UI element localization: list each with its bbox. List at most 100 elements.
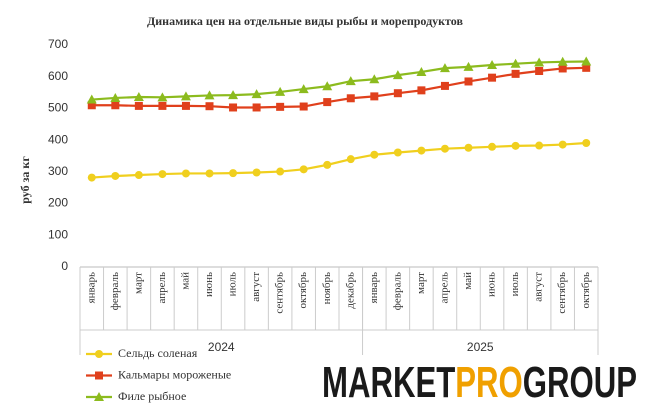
point — [416, 66, 427, 76]
y-tick-label: 700 — [48, 37, 68, 51]
y-tick-label: 100 — [48, 227, 68, 241]
point — [369, 74, 380, 84]
point — [370, 92, 379, 101]
point — [157, 92, 168, 102]
point — [488, 73, 497, 82]
y-tick-label: 600 — [48, 69, 68, 83]
point — [323, 98, 332, 107]
point — [252, 168, 261, 177]
point — [370, 150, 379, 159]
point — [110, 92, 121, 102]
logo-part: PRO — [455, 358, 523, 407]
x-tick-label: январь — [85, 272, 97, 303]
point — [510, 58, 521, 68]
y-tick-label: 500 — [48, 101, 68, 115]
point — [417, 146, 426, 155]
x-tick-label: май — [462, 272, 474, 290]
point — [440, 81, 449, 90]
point — [228, 90, 239, 100]
point — [181, 101, 190, 110]
x-tick-label: октябрь — [297, 272, 309, 309]
point — [582, 63, 591, 72]
point — [323, 160, 332, 169]
point — [111, 101, 120, 110]
point — [298, 84, 309, 94]
point — [534, 57, 545, 67]
legend-marker — [95, 350, 103, 358]
legend-label: Сельдь соленая — [118, 346, 198, 360]
point — [511, 69, 520, 78]
series-line — [91, 66, 587, 109]
point — [252, 103, 261, 112]
point — [464, 143, 473, 152]
x-tick-label: сентябрь — [274, 272, 286, 314]
x-tick-label: июнь — [486, 272, 498, 297]
point — [393, 89, 402, 98]
point — [111, 171, 120, 180]
x-tick-label: июнь — [203, 272, 215, 297]
point — [133, 92, 144, 102]
point — [581, 56, 592, 66]
point — [392, 70, 403, 80]
x-tick-label: июль — [227, 272, 239, 296]
point — [251, 89, 262, 99]
point — [511, 141, 520, 150]
y-tick-label: 0 — [61, 259, 68, 273]
x-tick-label: август — [533, 272, 545, 302]
group-label: 2025 — [467, 340, 494, 354]
point — [439, 63, 450, 73]
y-tick-label: 300 — [48, 164, 68, 178]
x-tick-label: март — [415, 272, 427, 294]
point — [393, 148, 402, 157]
point — [229, 103, 238, 112]
legend-label: Кальмары мороженые — [118, 367, 231, 381]
point — [558, 64, 567, 73]
x-tick-label: апрель — [156, 272, 168, 304]
legend-marker — [95, 371, 103, 380]
point — [204, 90, 215, 100]
point — [134, 171, 143, 180]
point — [346, 155, 355, 164]
logo-part: GROUP — [523, 358, 637, 407]
point — [86, 94, 97, 104]
group-label: 2024 — [208, 340, 235, 354]
point — [158, 101, 167, 110]
series-line — [91, 141, 587, 179]
x-tick-label: декабрь — [344, 272, 356, 309]
point — [322, 81, 333, 91]
point — [417, 86, 426, 95]
x-tick-label: апрель — [438, 272, 450, 304]
point — [134, 101, 143, 110]
x-tick-label: январь — [368, 272, 380, 303]
x-tick-label: октябрь — [580, 272, 592, 309]
x-tick-label: февраль — [391, 272, 403, 310]
point — [276, 102, 285, 111]
point — [275, 86, 286, 96]
x-tick-label: май — [179, 272, 191, 290]
x-tick-label: февраль — [109, 272, 121, 310]
point — [440, 144, 449, 153]
point — [345, 76, 356, 86]
point — [582, 138, 591, 147]
point — [180, 91, 191, 101]
point — [158, 170, 167, 179]
point — [87, 101, 96, 110]
point — [276, 167, 285, 176]
x-tick-label: сентябрь — [556, 272, 568, 314]
point — [558, 140, 567, 149]
chart-title: Динамика цен на отдельные виды рыбы и мо… — [147, 14, 463, 28]
point — [464, 77, 473, 86]
logo: MARKETPROGROUP — [322, 358, 637, 407]
point — [205, 102, 214, 111]
point — [488, 142, 497, 151]
legend-marker — [94, 392, 104, 401]
point — [463, 61, 474, 71]
x-tick-label: март — [132, 272, 144, 294]
x-tick-label: август — [250, 272, 262, 302]
point — [205, 169, 214, 178]
x-tick-label: ноябрь — [321, 272, 333, 304]
y-tick-label: 200 — [48, 196, 68, 210]
point — [87, 173, 96, 182]
logo-part: MARKET — [322, 358, 455, 407]
point — [181, 169, 190, 178]
